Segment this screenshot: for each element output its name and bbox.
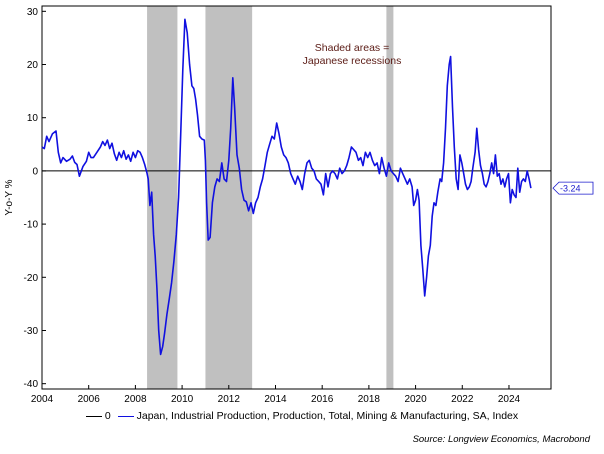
y-tick-label: -20 xyxy=(24,273,39,284)
x-tick-label: 2010 xyxy=(171,394,194,405)
x-tick-label: 2014 xyxy=(264,394,287,405)
x-tick-label: 2012 xyxy=(218,394,241,405)
last-value-marker: -3.24 xyxy=(552,181,594,195)
y-axis-ticks: 30 20 10 0 -10 -20 -30 -40 xyxy=(24,7,46,390)
y-tick-label: -10 xyxy=(24,220,39,231)
x-tick-label: 2018 xyxy=(358,394,381,405)
last-value-label: -3.24 xyxy=(560,183,581,193)
x-axis-ticks: 2004 2006 2008 2010 2012 2014 2016 2018 2020 2022… xyxy=(31,385,521,405)
source-note: Source: Longview Economics, Macrobond xyxy=(412,434,590,445)
legend-swatch-japan xyxy=(117,415,134,417)
x-tick-label: 2006 xyxy=(78,394,101,405)
x-tick-label: 2024 xyxy=(498,394,521,405)
legend-label-japan: Japan, Industrial Production, Production… xyxy=(136,410,519,422)
x-tick-label: 2022 xyxy=(451,394,474,405)
y-tick-label: 20 xyxy=(27,60,39,71)
annotation-line-2: Japanese recessions xyxy=(303,55,402,67)
series-line-japan-industrial-production xyxy=(41,18,532,356)
y-tick-label: 30 xyxy=(27,7,39,18)
y-axis-label: Y-o-Y % xyxy=(4,179,15,215)
last-value-box xyxy=(552,181,594,195)
recession-shading xyxy=(147,6,394,389)
annotation-line-1: Shaded areas = xyxy=(315,42,389,54)
y-tick-label: 0 xyxy=(32,166,38,177)
legend-label-zero: 0 xyxy=(104,410,111,422)
x-tick-label: 2020 xyxy=(404,394,427,405)
recession-band-3 xyxy=(386,6,394,389)
x-tick-label: 2016 xyxy=(311,394,334,405)
plot-area-frame xyxy=(41,5,552,390)
legend-swatch-zero xyxy=(85,415,102,417)
y-tick-label: -40 xyxy=(24,379,39,390)
x-tick-label: 2004 xyxy=(31,394,54,405)
chart-legend: 0 Japan, Industrial Production, Producti… xyxy=(0,410,604,422)
y-tick-label: 10 xyxy=(27,113,39,124)
x-tick-label: 2008 xyxy=(124,394,147,405)
y-tick-label: -30 xyxy=(24,326,39,337)
